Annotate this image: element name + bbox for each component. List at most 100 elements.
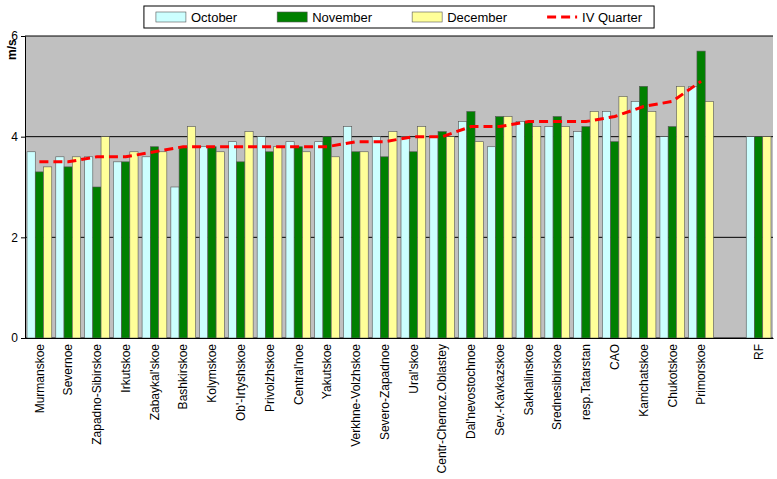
bar [35,172,43,338]
tick: Irkutskoe [119,338,133,393]
legend-swatch [156,12,186,22]
bar [200,147,208,338]
bar-series [44,86,771,338]
legend-swatch [547,16,577,19]
bar [553,117,561,338]
axis-title: m/s [5,39,19,60]
tick-label: 4 [11,130,18,144]
bar [286,142,294,338]
legend-label: December [447,10,508,25]
bar-series [35,51,762,338]
bar [504,117,512,338]
grid [25,36,773,338]
bar [237,162,245,338]
tick-label: Zabaykal'skoe [148,344,162,421]
bar [676,86,684,338]
tick-label: Ob'-Irtyshskoe [234,344,248,421]
legend-box [144,6,654,28]
tick-label: Yakutskoe [320,344,334,399]
bar [372,137,380,338]
tick-label: Primorskoe [694,344,708,405]
tick-label: Kamchatskoe [637,344,651,417]
legend-item: IV Quarter [547,10,643,25]
bar-series [27,86,754,338]
legend: OctoberNovemberDecemberIV Quarter [144,6,654,28]
tick: Severnoe [61,338,75,395]
tick: Sev.-Kavkazskoe [493,338,507,436]
bar [93,187,101,338]
bar [343,127,351,338]
tick: Murmanskoe [33,338,47,413]
tick: Severo-Zapadnoe [378,338,392,440]
bar [331,157,339,338]
bar [27,152,35,338]
bar [380,157,388,338]
tick: Verkhne-Volzhskoe [349,338,363,447]
bar [668,127,676,338]
bar [467,112,475,339]
bar [602,112,610,339]
bar [438,132,446,338]
tick: Yakutskoe [320,338,334,399]
tick-label: 2 [11,231,18,245]
tick: CAO [608,338,622,370]
tick: Privolzhskoe [263,338,277,412]
tick-label: Severnoe [61,344,75,396]
tick-mark [21,137,25,138]
tick: Central'noe [292,338,306,405]
bar [475,142,483,338]
tick: Ob'-Irtyshskoe [234,338,248,421]
tick: Zabaykal'skoe [148,338,162,420]
bar [208,147,216,338]
tick-label: Zapadno-Sibirskoe [90,344,104,445]
tick: 0 [11,331,25,345]
tick-mark [21,36,25,37]
bar [245,132,253,338]
tick-label: CAO [608,344,622,370]
legend-label: IV Quarter [582,10,643,25]
grid-line [25,36,773,37]
bar [611,142,619,338]
bar [274,147,282,338]
tick-label: Sev.-Kavkazskoe [493,344,507,436]
bar [257,137,265,338]
bar [582,127,590,338]
bar [171,187,179,338]
bar [302,152,310,338]
tick: Ural'skoe [407,338,421,394]
tick: Zapadno-Sibirskoe [90,338,104,445]
tick-label: RF [752,344,766,360]
bar [619,96,627,338]
bar [142,157,150,338]
bar [228,142,236,338]
tick: Bashkirskoe [176,338,190,409]
bar [763,137,771,338]
axis-line [21,37,26,339]
plot: 0246MurmanskoeSevernoeZapadno-SibirskoeI… [11,29,773,473]
y-axis: 0246 [11,29,25,345]
bar [487,147,495,338]
bar [660,137,668,338]
marks [27,51,771,338]
legend-swatch [277,12,307,22]
legend-label: November [312,10,373,25]
bar [85,157,93,338]
bar [516,122,524,338]
bar [64,167,72,338]
legend-item: November [277,10,373,25]
tick-mark [21,237,25,238]
bar [409,152,417,338]
tick-label: Sakhalinskoe [522,344,536,416]
bar [418,127,426,338]
chart: 0246MurmanskoeSevernoeZapadno-SibirskoeI… [0,0,777,479]
tick: Kamchatskoe [637,338,651,417]
tick: Centr-Chernoz.Oblastey [435,338,449,473]
bar [689,86,697,338]
bar [524,122,532,338]
bar [56,157,64,338]
tick-label: resp.Tatarstan [579,344,593,420]
tick-label: Kolymskoe [205,344,219,403]
tick: RF [752,338,766,360]
bar [496,117,504,338]
bar [130,152,138,338]
